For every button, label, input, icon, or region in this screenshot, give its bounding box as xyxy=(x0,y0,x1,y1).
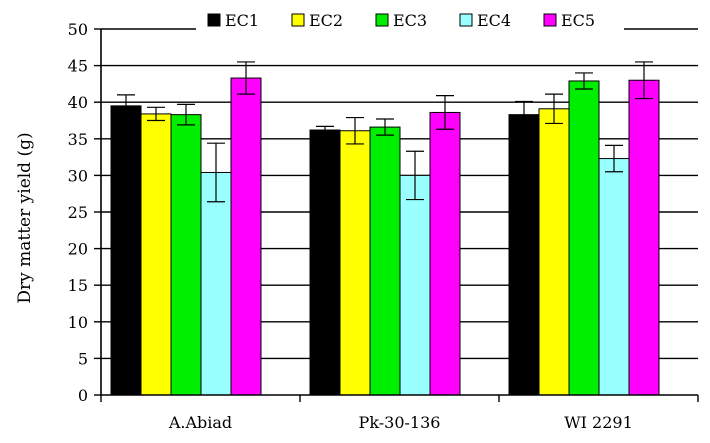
legend-swatch-ec1 xyxy=(207,13,221,27)
legend-swatch-ec4 xyxy=(459,13,473,27)
x-tick-label: WI 2291 xyxy=(564,413,633,432)
bar-ec2-1 xyxy=(140,113,172,396)
y-tick-label: 35 xyxy=(68,130,88,149)
bar-ec1-1 xyxy=(110,105,142,396)
y-tick-label: 50 xyxy=(68,20,88,39)
y-tick-label: 30 xyxy=(68,166,88,185)
bar-ec2-3 xyxy=(538,108,570,396)
legend: EC1 EC2 EC3 EC4 EC5 xyxy=(196,6,624,34)
y-tick-label: 25 xyxy=(68,203,88,222)
error-bars xyxy=(117,61,653,203)
y-tick-label: 20 xyxy=(68,240,88,259)
legend-label-ec1: EC1 xyxy=(225,11,259,30)
legend-label-ec5: EC5 xyxy=(561,11,595,30)
legend-label-ec2: EC2 xyxy=(309,11,343,30)
bar-ec4-3 xyxy=(598,158,630,396)
bar-ec1-3 xyxy=(508,114,540,396)
y-tick-label: 10 xyxy=(68,313,88,332)
y-tick-label: 15 xyxy=(68,276,88,295)
axes xyxy=(94,28,699,402)
legend-swatch-ec2 xyxy=(291,13,305,27)
y-tick-label: 45 xyxy=(68,57,88,76)
x-tick-label: Pk-30-136 xyxy=(359,413,441,432)
bar-ec4-1 xyxy=(200,171,232,396)
y-tick-labels: 0 5 10 15 20 25 30 35 40 45 50 xyxy=(68,20,88,405)
bar-ec3-1 xyxy=(170,114,202,396)
bar-ec3-2 xyxy=(369,126,401,396)
y-tick-label: 0 xyxy=(78,386,88,405)
legend-swatch-ec5 xyxy=(543,13,557,27)
x-tick-labels: A.Abiad Pk-30-136 WI 2291 xyxy=(168,413,633,432)
x-tick-label: A.Abiad xyxy=(168,413,232,432)
bar-ec4-2 xyxy=(399,174,431,396)
bar-ec2-2 xyxy=(339,130,371,396)
legend-swatch-ec3 xyxy=(375,13,389,27)
legend-label-ec4: EC4 xyxy=(477,11,511,30)
bar-ec5-3 xyxy=(628,79,660,396)
bar-ec5-2 xyxy=(429,111,461,396)
bar-ec1-2 xyxy=(309,129,341,396)
y-tick-label: 40 xyxy=(68,93,88,112)
y-axis-title: Dry matter yield (g) xyxy=(15,132,35,303)
bar-ec3-3 xyxy=(568,80,600,396)
bar-ec5-1 xyxy=(230,77,262,396)
legend-label-ec3: EC3 xyxy=(393,11,427,30)
y-tick-label: 5 xyxy=(78,349,88,368)
